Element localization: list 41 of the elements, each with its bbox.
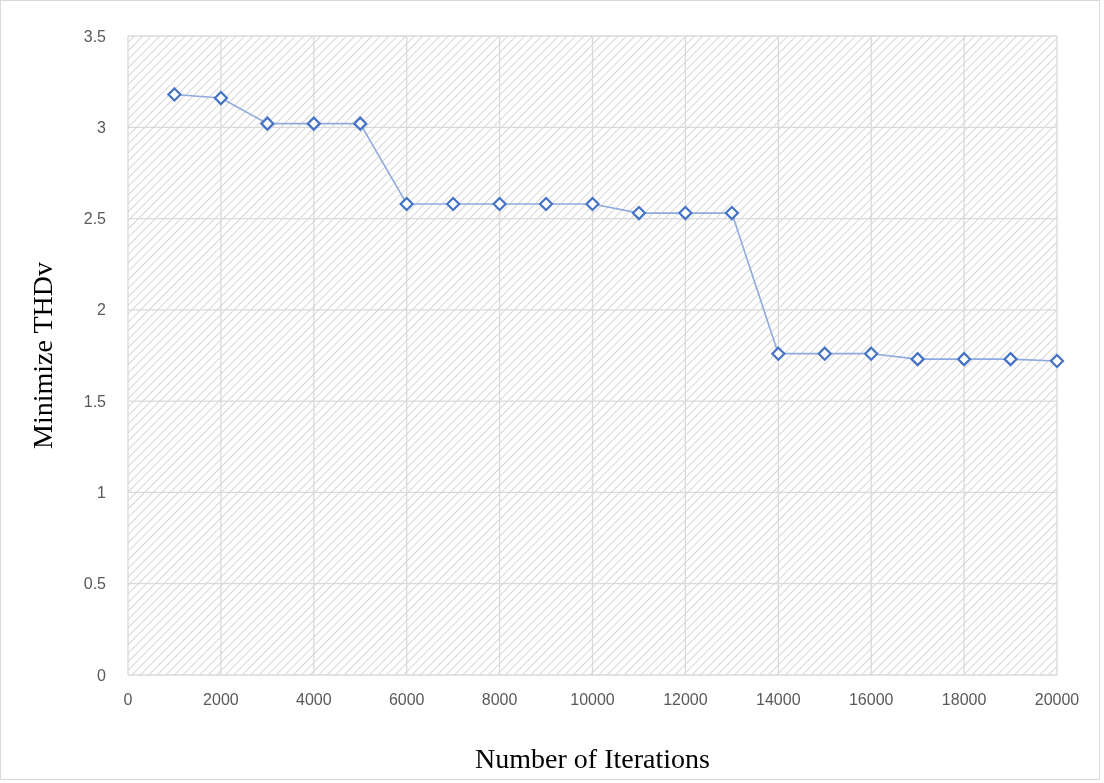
point: [353, 116, 368, 131]
point: [306, 116, 321, 131]
y-tick-label: 2: [97, 301, 107, 319]
point: [631, 205, 647, 221]
x-tick-label: 4000: [296, 691, 332, 708]
y-axis-title: Minimize THDv: [27, 262, 58, 449]
point: [910, 352, 925, 367]
x-tick-label: 10000: [570, 691, 615, 708]
y-tick-label: 0: [97, 666, 107, 684]
point: [492, 196, 507, 212]
x-tick-label: 0: [123, 691, 133, 708]
x-tick-label: 2000: [203, 691, 239, 708]
point: [817, 346, 832, 361]
y-tick-label: 1: [97, 484, 107, 502]
x-axis-title: Number of Iterations: [475, 743, 710, 774]
x-tick-label: 14000: [756, 691, 801, 708]
y-tick-label: 3.5: [83, 27, 107, 45]
point: [260, 116, 275, 131]
x-tick-label: 20000: [1034, 691, 1080, 708]
point: [538, 196, 554, 212]
x-tick-label: 16000: [848, 691, 894, 708]
y-tick-label: 2.5: [83, 210, 107, 228]
point: [771, 346, 786, 361]
point: [213, 90, 228, 106]
point: [864, 346, 879, 361]
point: [957, 352, 972, 367]
y-tick-label: 0.5: [83, 575, 107, 593]
point: [724, 205, 739, 221]
point: [585, 196, 600, 212]
point: [678, 205, 693, 221]
x-tick-label: 12000: [663, 691, 708, 708]
x-tick-label: 8000: [481, 691, 518, 708]
y-tick-label: 1.5: [83, 392, 107, 410]
y-tick-label: 3: [97, 118, 107, 136]
x-tick-label: 6000: [388, 691, 425, 708]
point: [399, 196, 414, 212]
point: [1049, 353, 1065, 369]
point: [1003, 352, 1018, 367]
point: [446, 196, 461, 212]
point: [167, 87, 182, 102]
x-tick-label: 18000: [941, 691, 987, 708]
